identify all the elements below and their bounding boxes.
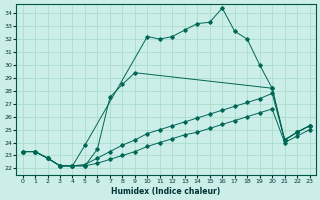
X-axis label: Humidex (Indice chaleur): Humidex (Indice chaleur) xyxy=(111,187,221,196)
